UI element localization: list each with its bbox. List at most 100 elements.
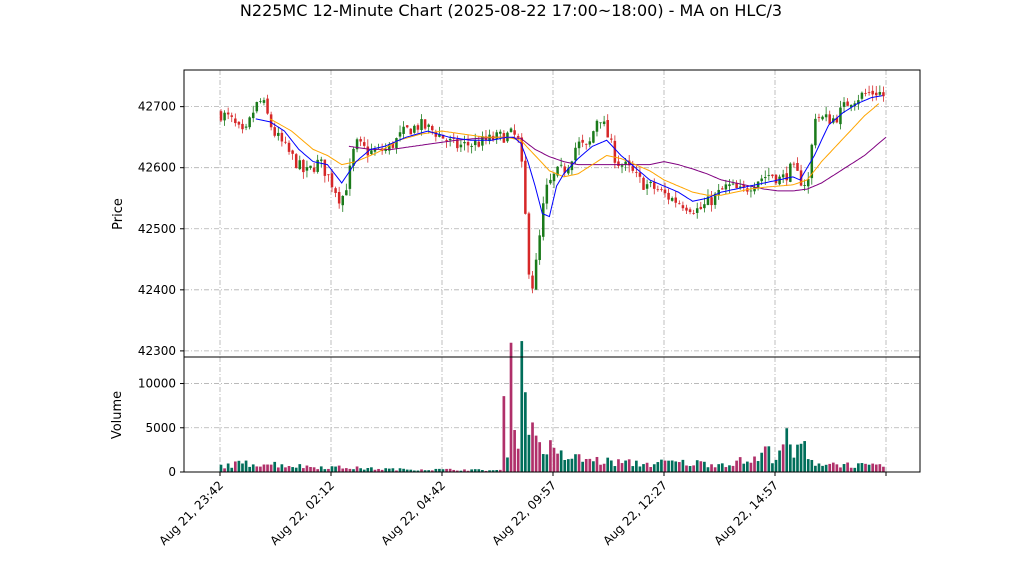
candle-body (352, 148, 355, 166)
candle-body (584, 143, 588, 145)
volume-bar (309, 466, 312, 472)
candle-body (470, 145, 473, 147)
volume-bar (602, 463, 606, 472)
volume-bar (566, 459, 570, 472)
volume-bar (778, 450, 781, 472)
candle-body (384, 148, 387, 151)
candle-body (846, 101, 849, 106)
volume-bar (248, 466, 251, 472)
candle-body (262, 100, 266, 103)
candle-body (738, 186, 742, 188)
volume-bar (599, 464, 602, 472)
volume-bar (520, 341, 524, 472)
candle-body (567, 168, 570, 174)
volume-bar (463, 469, 466, 472)
volume-panel: 0 5000 10000 Volume (110, 341, 921, 479)
volume-bar (699, 461, 703, 472)
price-panel: 42300 42400 42500 42600 42700 Price (111, 69, 921, 358)
candle-body (835, 117, 839, 123)
volume-bar (405, 469, 409, 472)
volume-bar (874, 464, 878, 472)
x-ticks: Aug 21, 23:42 Aug 22, 02:12 Aug 22, 04:42 A… (156, 472, 887, 548)
candle-body (728, 184, 731, 187)
candle-body (688, 209, 692, 213)
volume-bar (448, 468, 452, 472)
candle-body (656, 189, 660, 191)
candle-body (309, 165, 312, 168)
volume-bar (606, 457, 610, 472)
volume-bar (728, 465, 731, 472)
candle-body (552, 173, 556, 182)
candle-body (291, 150, 294, 154)
volume-bar (241, 463, 244, 472)
volume-bar (695, 460, 699, 472)
candle-body (821, 116, 824, 120)
candle-body (781, 174, 785, 178)
candle-body (427, 124, 430, 127)
volume-bar (509, 342, 513, 472)
volume-bar (323, 469, 327, 472)
candle-body (341, 195, 344, 206)
candle-body (842, 102, 846, 107)
volume-bar (470, 469, 473, 472)
candle-body (495, 132, 498, 139)
candle-body (337, 191, 341, 204)
volume-bar (330, 466, 334, 472)
volume-bar (430, 470, 434, 472)
volume-bar (516, 448, 520, 472)
candle-body (298, 160, 302, 170)
ma-short-line (255, 95, 883, 218)
volume-bar (398, 468, 402, 472)
volume-bar (434, 468, 438, 472)
candle-body (878, 91, 882, 95)
candle-body (499, 131, 502, 134)
candle-body (398, 132, 402, 137)
candle-body (273, 127, 276, 136)
candle-body (803, 185, 806, 186)
candle-body (742, 184, 746, 188)
volume-bar (237, 460, 241, 472)
candle-body (312, 167, 316, 172)
volume-bar (835, 464, 839, 472)
candle-body (703, 204, 706, 209)
candle-body (635, 172, 638, 173)
volume-bar (746, 461, 749, 472)
candle-body (434, 131, 438, 137)
candle-body (749, 190, 753, 192)
volume-bar (857, 463, 860, 472)
volume-bar (731, 465, 735, 472)
candle-body (685, 207, 688, 211)
candle-body (305, 167, 309, 171)
candle-body (875, 92, 878, 96)
volume-bar (391, 468, 395, 472)
candle-body (226, 112, 230, 115)
candle-body (606, 120, 609, 138)
candle-body (864, 93, 867, 94)
candle-body (320, 159, 323, 161)
candle-body (534, 259, 538, 290)
volume-bar (244, 460, 248, 472)
volume-bar (617, 459, 620, 472)
candle-body (602, 121, 606, 125)
candle-body (524, 160, 527, 214)
candle-body (516, 136, 520, 138)
volume-bar (631, 466, 635, 472)
candle-body (316, 159, 319, 172)
volume-bar (738, 457, 742, 472)
candle-body (323, 159, 327, 176)
volume-bar (506, 457, 509, 472)
volume-bar (724, 467, 728, 472)
candle-body (774, 174, 778, 184)
volume-bar (556, 453, 559, 472)
candle-body (348, 165, 352, 189)
candle-body (613, 140, 617, 163)
volume-bar (337, 465, 341, 472)
candle-body (456, 139, 459, 149)
volume-bar (620, 463, 624, 472)
volume-bar (402, 468, 405, 472)
volume-bar (377, 468, 380, 472)
candle-body (645, 184, 649, 189)
volume-bar (645, 462, 649, 472)
volume-bar (613, 466, 617, 472)
